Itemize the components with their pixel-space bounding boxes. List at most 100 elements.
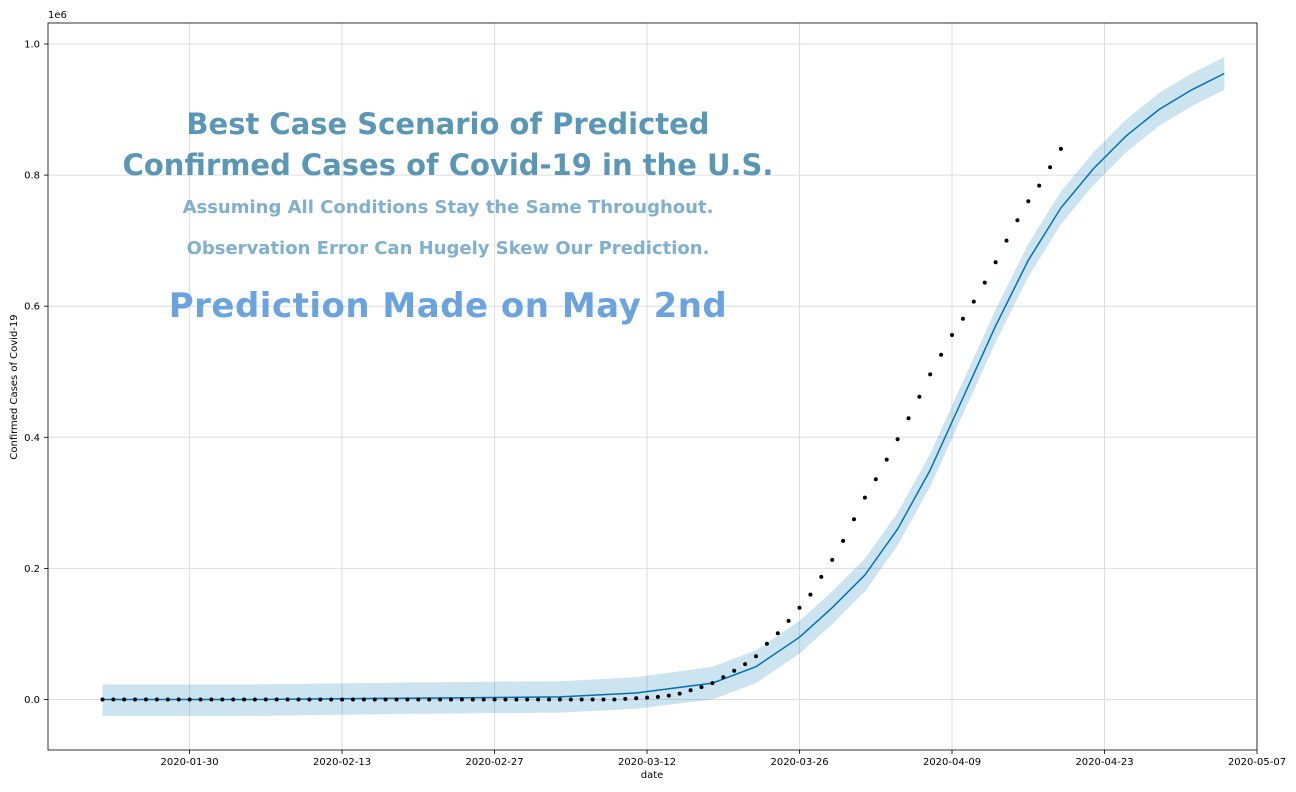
observed-point <box>557 697 562 702</box>
y-tick-label: 0.6 <box>24 302 40 313</box>
y-tick-label: 0.0 <box>24 695 40 706</box>
observed-point <box>764 641 769 646</box>
observed-point <box>732 668 737 673</box>
observed-point <box>743 662 748 667</box>
observed-point <box>579 697 584 702</box>
observed-point <box>982 280 987 285</box>
observed-point <box>862 495 867 500</box>
observed-point <box>209 697 214 702</box>
observed-point <box>852 517 856 522</box>
observed-point <box>514 697 519 702</box>
observed-point <box>329 697 334 702</box>
annotation-title-line1: Best Case Scenario of Predicted <box>186 107 710 141</box>
observed-point <box>677 691 682 696</box>
observed-point <box>797 605 802 610</box>
observed-point <box>623 696 628 701</box>
y-multiplier-label: 1e6 <box>48 10 67 21</box>
observed-point <box>340 697 345 702</box>
observed-point <box>884 457 889 462</box>
observed-point <box>318 697 323 702</box>
x-tick-label: 2020-04-09 <box>923 757 981 768</box>
observed-point <box>1058 146 1063 151</box>
observed-point <box>144 697 148 702</box>
observed-point <box>111 697 116 702</box>
observed-point <box>547 697 551 702</box>
x-tick-label: 2020-01-30 <box>161 757 219 768</box>
observed-point <box>242 697 247 702</box>
observed-point <box>960 316 965 321</box>
observed-point <box>187 697 192 702</box>
observed-point <box>819 574 824 579</box>
observed-point <box>1026 199 1031 204</box>
observed-point <box>231 697 236 702</box>
observed-point <box>176 697 181 702</box>
observed-point <box>754 654 758 659</box>
annotation-title-line2: Confirmed Cases of Covid-19 in the U.S. <box>122 148 774 182</box>
annotation-subtitle-1: Assuming All Conditions Stay the Same Th… <box>182 197 714 218</box>
observed-point <box>449 697 453 702</box>
observed-point <box>906 416 911 421</box>
observed-point <box>492 697 497 702</box>
observed-point <box>590 697 595 702</box>
grid <box>48 23 1258 750</box>
y-axis-label: Confirmed Cases of Covid-19 <box>9 314 20 459</box>
observed-point <box>1015 218 1020 223</box>
observed-point <box>993 260 998 265</box>
observed-point <box>100 697 105 702</box>
plot-frame <box>47 22 1258 751</box>
observed-point <box>645 695 650 700</box>
y-tick-label: 1.0 <box>24 39 40 50</box>
x-tick-label: 2020-03-26 <box>770 757 828 768</box>
observed-point <box>536 697 541 702</box>
annotation-subtitle-2: Observation Error Can Hugely Skew Our Pr… <box>186 238 710 259</box>
observed-point <box>808 592 813 597</box>
observed-point <box>405 697 410 702</box>
observed-point <box>372 697 377 702</box>
y-tick-label: 0.8 <box>24 171 40 182</box>
observed-points <box>100 146 1063 702</box>
observed-point <box>296 697 301 702</box>
observed-point <box>427 697 432 702</box>
observed-point <box>263 697 268 702</box>
x-tick-label: 2020-05-07 <box>1228 757 1286 768</box>
observed-point <box>1048 165 1053 170</box>
observed-point <box>634 696 639 701</box>
observed-point <box>873 477 878 482</box>
observed-point <box>688 688 693 693</box>
observed-point <box>438 697 443 702</box>
observed-point <box>1037 183 1042 188</box>
observed-point <box>133 697 138 702</box>
annotation-prediction-date: Prediction Made on May 2nd <box>168 286 728 326</box>
x-tick-label: 2020-02-27 <box>466 757 524 768</box>
y-tick-label: 0.4 <box>24 433 40 444</box>
observed-point <box>416 697 421 702</box>
x-axis-label: date <box>641 770 664 781</box>
y-tick-label: 0.2 <box>24 564 40 575</box>
observed-point <box>274 697 279 702</box>
observed-point <box>394 697 399 702</box>
observed-point <box>383 697 388 702</box>
observed-point <box>481 697 486 702</box>
observed-point <box>307 697 312 702</box>
observed-point <box>939 352 944 357</box>
observed-point <box>459 697 464 702</box>
observed-point <box>786 618 791 623</box>
observed-point <box>351 697 355 702</box>
observed-point <box>841 538 846 543</box>
observed-point <box>198 697 203 702</box>
observed-point <box>252 697 257 702</box>
observed-point <box>895 437 900 442</box>
observed-point <box>285 697 290 702</box>
annotation-title: Best Case Scenario of Predicted Confirme… <box>118 104 778 186</box>
x-tick-label: 2020-02-13 <box>313 757 371 768</box>
observed-point <box>220 697 225 702</box>
observed-point <box>612 697 617 702</box>
axis-ticks: 2020-01-30 2020-02-13 2020-02-27 2020-03-12… <box>24 39 1286 768</box>
observed-point <box>928 372 933 377</box>
observed-point <box>666 693 671 698</box>
observed-point <box>775 631 780 636</box>
observed-point <box>655 694 660 699</box>
observed-point <box>568 697 573 702</box>
observed-point <box>122 697 127 702</box>
